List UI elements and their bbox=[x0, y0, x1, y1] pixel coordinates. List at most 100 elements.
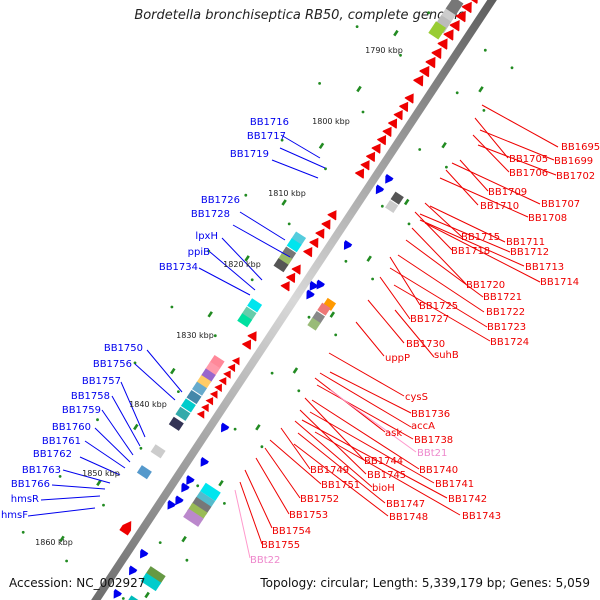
gene-label-left: BB1756 bbox=[93, 359, 132, 370]
gene-label-right: BB1722 bbox=[486, 307, 525, 318]
reverse-gene-arrow bbox=[227, 363, 236, 373]
scale-label: 1800 kbp bbox=[312, 117, 350, 126]
scale-dot bbox=[223, 502, 226, 505]
scale-dot bbox=[427, 11, 430, 15]
scale-dash bbox=[403, 198, 410, 206]
label-leader-line bbox=[293, 443, 389, 517]
cog-block bbox=[286, 238, 302, 253]
gene-label-right: BB1714 bbox=[540, 277, 579, 288]
label-leader-line bbox=[314, 431, 461, 516]
label-leader-line bbox=[316, 384, 414, 440]
cog-block bbox=[390, 191, 404, 205]
cog-block bbox=[307, 317, 321, 331]
label-leader-line bbox=[355, 321, 385, 357]
gene-label-left: BB1761 bbox=[42, 436, 81, 447]
reverse-gene-arrow bbox=[205, 397, 214, 406]
label-leader-line bbox=[134, 363, 176, 401]
label-leader-line bbox=[271, 159, 319, 179]
cog-block bbox=[209, 354, 225, 370]
label-leader-line bbox=[481, 104, 559, 148]
gene-label-right: BB1741 bbox=[435, 479, 474, 490]
scale-track bbox=[21, 11, 514, 600]
scale-dash bbox=[170, 367, 176, 375]
scale-label: 1790 kbp bbox=[365, 46, 403, 55]
scale-dot bbox=[102, 503, 105, 507]
topology-text: Topology: circular; Length: 5,339,179 bp… bbox=[260, 576, 590, 590]
cog-block bbox=[247, 298, 263, 313]
gene-label-right: BB1738 bbox=[414, 435, 453, 446]
reverse-gene-arrow bbox=[315, 228, 325, 239]
gene-label-left: BB1759 bbox=[62, 405, 101, 416]
gene-label-right: BB1699 bbox=[554, 156, 593, 167]
scale-dash bbox=[318, 142, 325, 150]
cog-block bbox=[192, 381, 207, 396]
accession-text: Accession: NC_002927 bbox=[9, 576, 146, 590]
scale-dash bbox=[244, 255, 250, 262]
gene-label-right: BB1743 bbox=[462, 511, 501, 522]
backbone-track bbox=[84, 0, 504, 600]
gene-label-left: BB1734 bbox=[159, 262, 198, 273]
cog-block bbox=[140, 572, 162, 592]
scale-dot bbox=[185, 558, 189, 562]
reverse-gene-arrow bbox=[354, 168, 365, 179]
gene-label-right: BB1749 bbox=[310, 465, 349, 476]
cog-block bbox=[241, 306, 257, 321]
label-leader-line bbox=[280, 134, 321, 159]
forward-gene-arrow bbox=[316, 279, 325, 290]
scale-dash bbox=[144, 591, 150, 599]
label-leader-line bbox=[221, 237, 263, 281]
scale-dot bbox=[355, 25, 359, 28]
label-leader-line bbox=[419, 219, 525, 267]
scale-dash bbox=[393, 29, 399, 37]
reverse-gene-arrow bbox=[286, 272, 296, 284]
forward-gene-arrow bbox=[385, 173, 394, 184]
reverse-gene-arrow bbox=[461, 1, 472, 14]
reverse-gene-arrow bbox=[214, 383, 222, 393]
backbone-bar bbox=[84, 0, 504, 600]
scale-label: 1850 kbp bbox=[82, 469, 120, 478]
map-title: Bordetella bronchiseptica RB50, complete… bbox=[134, 8, 466, 23]
gene-label-right: uppP bbox=[385, 353, 410, 364]
label-leader-line bbox=[232, 224, 291, 258]
reverse-gene-arrow bbox=[223, 370, 231, 379]
label-leader-line bbox=[439, 177, 529, 218]
forward-gene-arrow bbox=[375, 184, 385, 195]
reverse-gene-arrow bbox=[327, 210, 337, 221]
scale-dot bbox=[260, 445, 264, 449]
gene-label-right: BB1715 bbox=[461, 232, 500, 243]
gene-label-left: BB1762 bbox=[33, 449, 72, 460]
scale-dash bbox=[329, 311, 336, 318]
scale-dot bbox=[407, 222, 411, 226]
scale-dot bbox=[280, 138, 284, 142]
gene-label-right: BB1705 bbox=[509, 154, 548, 165]
reverse-gene-arrow bbox=[209, 390, 218, 399]
reverse-gene-arrow bbox=[425, 56, 436, 69]
reverse-gene-arrow bbox=[303, 246, 313, 258]
label-leader-line bbox=[40, 495, 101, 501]
forward-gene-arrow bbox=[200, 457, 209, 467]
cog-block bbox=[237, 313, 253, 328]
gene-label-right: BB1753 bbox=[289, 510, 328, 521]
label-leader-line bbox=[198, 267, 251, 296]
reverse-gene-arrow bbox=[321, 219, 331, 230]
reverse-gene-arrow bbox=[393, 110, 403, 121]
label-leader-line bbox=[394, 309, 435, 358]
label-leader-line bbox=[101, 409, 134, 456]
reverse-gene-arrow bbox=[119, 521, 132, 536]
scale-dot bbox=[170, 305, 174, 309]
cog-block bbox=[385, 199, 399, 214]
cog-block bbox=[273, 258, 289, 273]
gene-label-right: BB1695 bbox=[561, 142, 600, 153]
scale-dash bbox=[59, 535, 65, 543]
cog-block bbox=[136, 465, 152, 480]
gene-label-right: BB1730 bbox=[406, 339, 445, 350]
scale-dash bbox=[218, 479, 224, 487]
reverse-gene-arrow bbox=[399, 101, 409, 113]
scale-label: 1820 kbp bbox=[223, 260, 261, 269]
cog-block bbox=[277, 252, 293, 267]
label-leader-line bbox=[405, 239, 484, 298]
cog-block bbox=[186, 502, 208, 522]
gene-label-right: accA bbox=[411, 421, 435, 432]
